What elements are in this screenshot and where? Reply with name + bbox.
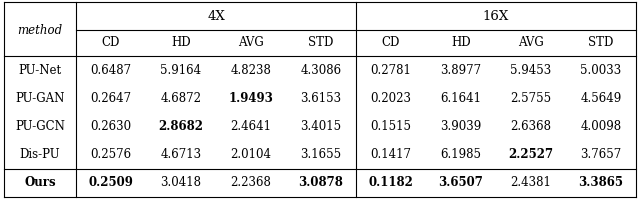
- Text: Dis-PU: Dis-PU: [20, 148, 60, 161]
- Text: 0.2509: 0.2509: [88, 176, 133, 189]
- Text: CD: CD: [382, 36, 400, 50]
- Text: 3.3865: 3.3865: [579, 176, 623, 189]
- Text: STD: STD: [588, 36, 614, 50]
- Text: HD: HD: [171, 36, 191, 50]
- Text: PU-GCN: PU-GCN: [15, 120, 65, 133]
- Text: 6.1641: 6.1641: [440, 92, 481, 105]
- Text: 0.2647: 0.2647: [90, 92, 132, 105]
- Text: 3.0878: 3.0878: [299, 176, 344, 189]
- Text: 4.3086: 4.3086: [300, 64, 342, 77]
- Text: 2.0104: 2.0104: [230, 148, 271, 161]
- Text: AVG: AVG: [238, 36, 264, 50]
- Text: HD: HD: [451, 36, 471, 50]
- Text: 3.9039: 3.9039: [440, 120, 482, 133]
- Text: Ours: Ours: [24, 176, 56, 189]
- Text: 6.1985: 6.1985: [440, 148, 481, 161]
- Text: 0.1182: 0.1182: [369, 176, 413, 189]
- Text: 3.0418: 3.0418: [161, 176, 202, 189]
- Text: 2.2368: 2.2368: [230, 176, 271, 189]
- Text: 0.2023: 0.2023: [371, 92, 412, 105]
- Text: 0.2630: 0.2630: [90, 120, 132, 133]
- Text: AVG: AVG: [518, 36, 544, 50]
- Text: 2.6368: 2.6368: [511, 120, 552, 133]
- Text: 4.6872: 4.6872: [161, 92, 202, 105]
- Text: 2.4641: 2.4641: [230, 120, 271, 133]
- Text: 4.5649: 4.5649: [580, 92, 621, 105]
- Text: 0.6487: 0.6487: [90, 64, 132, 77]
- Text: PU-Net: PU-Net: [19, 64, 61, 77]
- Text: 5.0033: 5.0033: [580, 64, 621, 77]
- Text: 4.6713: 4.6713: [161, 148, 202, 161]
- Text: 3.6507: 3.6507: [438, 176, 483, 189]
- Text: 5.9453: 5.9453: [510, 64, 552, 77]
- Text: 2.2527: 2.2527: [508, 148, 554, 161]
- Text: 3.1655: 3.1655: [300, 148, 342, 161]
- Text: 0.1515: 0.1515: [371, 120, 412, 133]
- Text: 3.7657: 3.7657: [580, 148, 621, 161]
- Text: 2.5755: 2.5755: [511, 92, 552, 105]
- Text: method: method: [17, 24, 63, 37]
- Text: PU-GAN: PU-GAN: [15, 92, 65, 105]
- Text: 3.6153: 3.6153: [300, 92, 342, 105]
- Text: CD: CD: [102, 36, 120, 50]
- Text: 2.8682: 2.8682: [159, 120, 204, 133]
- Text: 3.8977: 3.8977: [440, 64, 481, 77]
- Text: 0.2781: 0.2781: [371, 64, 412, 77]
- Text: 5.9164: 5.9164: [161, 64, 202, 77]
- Text: 16X: 16X: [483, 10, 509, 22]
- Text: 1.9493: 1.9493: [228, 92, 273, 105]
- Text: 4.0098: 4.0098: [580, 120, 621, 133]
- Text: 4.8238: 4.8238: [230, 64, 271, 77]
- Text: 3.4015: 3.4015: [300, 120, 342, 133]
- Text: STD: STD: [308, 36, 333, 50]
- Text: 0.1417: 0.1417: [371, 148, 412, 161]
- Text: 4X: 4X: [207, 10, 225, 22]
- Text: 2.4381: 2.4381: [511, 176, 552, 189]
- Text: 0.2576: 0.2576: [90, 148, 132, 161]
